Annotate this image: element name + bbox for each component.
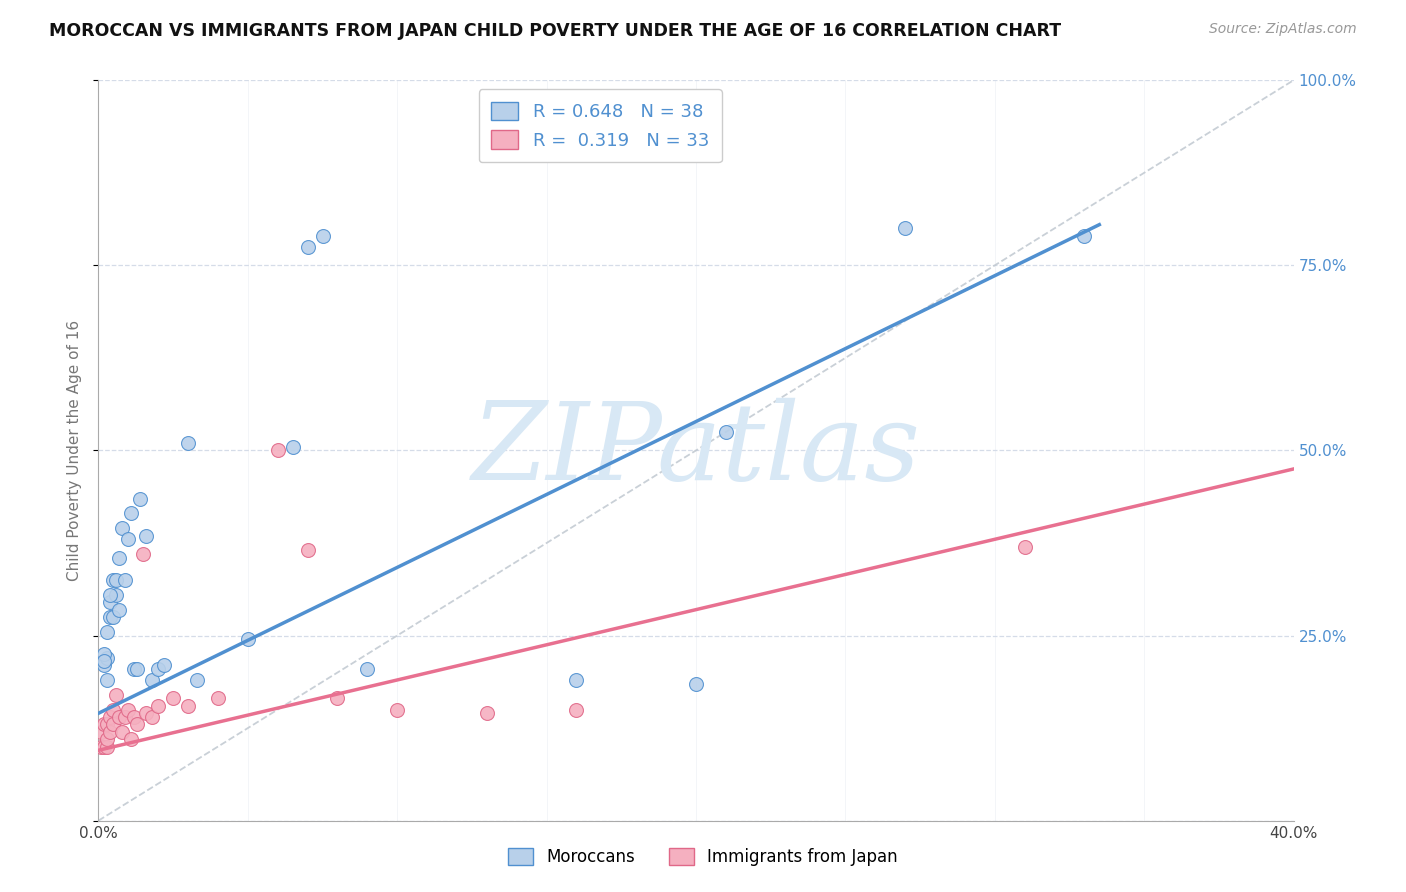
Point: [129, 491, 152, 506]
Point: [141, 673, 163, 687]
Point: [96, 624, 118, 639]
Text: MOROCCAN VS IMMIGRANTS FROM JAPAN CHILD POVERTY UNDER THE AGE OF 16 CORRELATION : MOROCCAN VS IMMIGRANTS FROM JAPAN CHILD …: [49, 22, 1062, 40]
Text: Source: ZipAtlas.com: Source: ZipAtlas.com: [1209, 22, 1357, 37]
Point: [127, 717, 149, 731]
Point: [96, 650, 118, 665]
Point: [148, 662, 170, 676]
Text: ZIPatlas: ZIPatlas: [471, 398, 921, 503]
Point: [90, 724, 112, 739]
Point: [96, 673, 118, 687]
Point: [111, 724, 134, 739]
Point: [124, 662, 146, 676]
Point: [103, 717, 125, 731]
Point: [135, 528, 157, 542]
Point: [148, 698, 170, 713]
Point: [114, 710, 136, 724]
Point: [93, 655, 115, 669]
Point: [103, 610, 125, 624]
Point: [177, 698, 200, 713]
Point: [475, 706, 498, 721]
Point: [103, 573, 125, 587]
Point: [127, 662, 149, 676]
Y-axis label: Child Poverty Under the Age of 16: Child Poverty Under the Age of 16: [67, 320, 83, 581]
Point: [98, 595, 122, 609]
Point: [297, 240, 319, 254]
Point: [1073, 228, 1095, 243]
Point: [98, 588, 122, 602]
Point: [98, 724, 122, 739]
Point: [894, 221, 917, 235]
Point: [281, 440, 304, 454]
Point: [132, 547, 155, 561]
Point: [111, 521, 134, 535]
Point: [103, 703, 125, 717]
Point: [177, 436, 200, 450]
Point: [124, 710, 146, 724]
Point: [108, 602, 131, 616]
Point: [565, 703, 588, 717]
Point: [141, 710, 163, 724]
Point: [565, 673, 588, 687]
Point: [114, 573, 136, 587]
Point: [93, 739, 115, 754]
Point: [135, 706, 157, 721]
Point: [96, 739, 118, 754]
Point: [186, 673, 208, 687]
Point: [108, 710, 131, 724]
Point: [311, 228, 333, 243]
Point: [207, 691, 229, 706]
Point: [1014, 540, 1036, 554]
Point: [153, 658, 176, 673]
Point: [93, 717, 115, 731]
Legend: Moroccans, Immigrants from Japan: Moroccans, Immigrants from Japan: [502, 841, 904, 873]
Point: [385, 703, 409, 717]
Point: [96, 732, 118, 747]
Point: [96, 717, 118, 731]
Point: [267, 443, 290, 458]
Point: [98, 710, 122, 724]
Point: [120, 507, 142, 521]
Point: [108, 550, 131, 565]
Point: [685, 676, 707, 690]
Point: [117, 703, 139, 717]
Point: [105, 588, 128, 602]
Point: [93, 658, 115, 673]
Point: [117, 533, 139, 547]
Point: [162, 691, 184, 706]
Point: [120, 732, 142, 747]
Point: [356, 662, 378, 676]
Point: [297, 543, 319, 558]
Point: [105, 688, 128, 702]
Legend: R = 0.648   N = 38, R =  0.319   N = 33: R = 0.648 N = 38, R = 0.319 N = 33: [479, 89, 721, 162]
Point: [98, 610, 122, 624]
Point: [105, 573, 128, 587]
Point: [90, 739, 112, 754]
Point: [236, 632, 259, 647]
Point: [326, 691, 349, 706]
Point: [714, 425, 737, 439]
Point: [93, 647, 115, 661]
